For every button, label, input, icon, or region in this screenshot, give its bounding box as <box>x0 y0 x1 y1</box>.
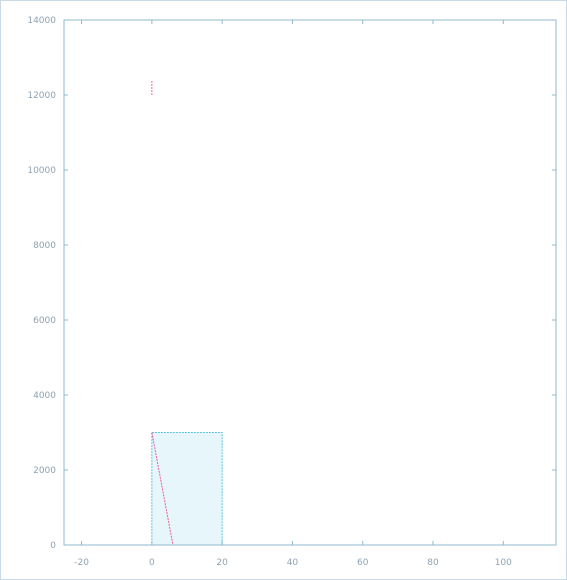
x-tick-label: 20 <box>216 558 228 568</box>
y-tick-label: 12000 <box>27 91 56 101</box>
y-tick-label: 0 <box>50 541 56 551</box>
x-tick-label: -20 <box>74 558 89 568</box>
y-tick-label: 2000 <box>33 466 56 476</box>
y-tick-label: 6000 <box>33 316 56 326</box>
plot-area <box>64 20 556 545</box>
x-tick-label: 100 <box>495 558 512 568</box>
x-tick-label: 60 <box>357 558 369 568</box>
y-tick-label: 4000 <box>33 391 56 401</box>
plot-background <box>64 20 556 545</box>
y-tick-label: 10000 <box>27 166 56 176</box>
y-tick-label: 14000 <box>27 16 56 26</box>
x-tick-label: 40 <box>287 558 299 568</box>
x-tick-label: 80 <box>427 558 439 568</box>
x-tick-label: 0 <box>149 558 155 568</box>
y-tick-label: 8000 <box>33 241 56 251</box>
